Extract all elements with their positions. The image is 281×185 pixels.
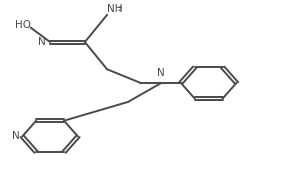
Text: N: N <box>157 68 165 78</box>
Text: 2: 2 <box>118 6 123 12</box>
Text: N: N <box>38 37 46 47</box>
Text: N: N <box>12 131 19 141</box>
Text: HO: HO <box>15 20 31 30</box>
Text: NH: NH <box>107 4 123 14</box>
